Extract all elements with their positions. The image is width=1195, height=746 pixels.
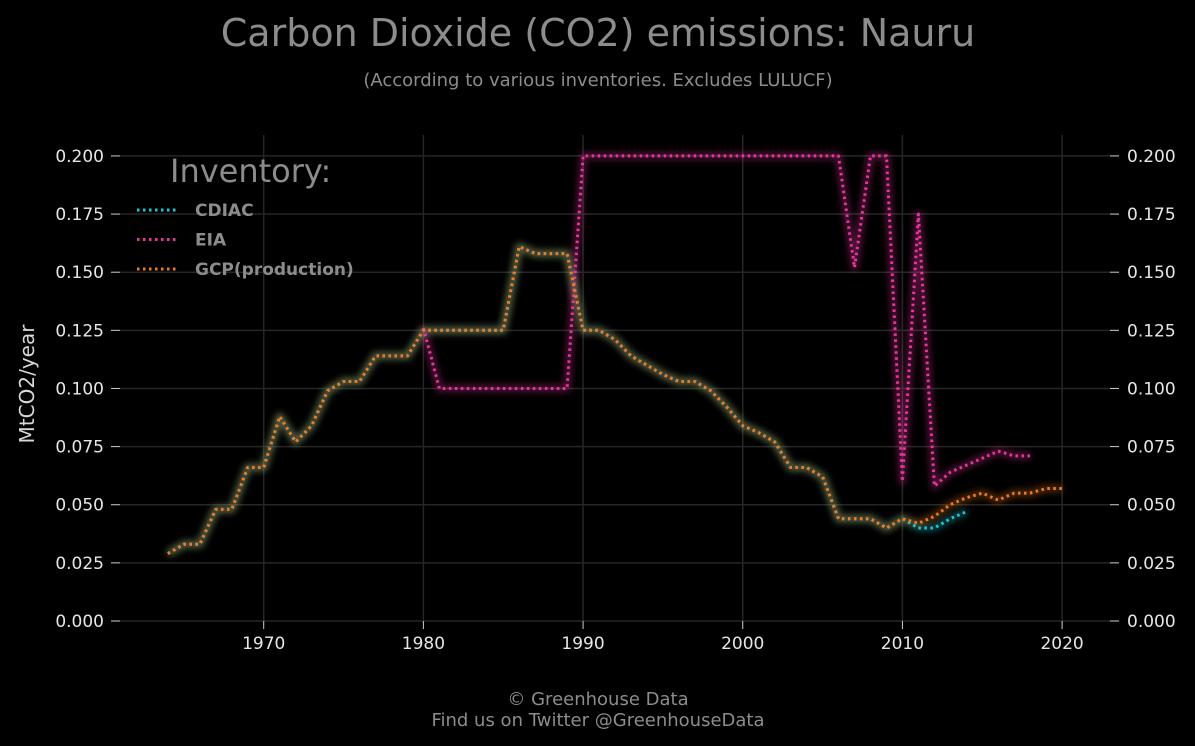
chart-title: Carbon Dioxide (CO2) emissions: Nauru (221, 11, 975, 55)
footer-twitter: Find us on Twitter @GreenhouseData (431, 710, 764, 731)
y-tick-label: 0.025 (55, 554, 104, 574)
series-glow (166, 243, 968, 557)
y-tick-label-right: 0.050 (1127, 496, 1176, 516)
x-tick-label: 2000 (721, 634, 764, 654)
footer-copyright: © Greenhouse Data (507, 689, 688, 710)
legend-label-gcp-production: GCP(production) (195, 260, 354, 280)
axes: 0.000 0.000 0.025 0.025 0.050 0.050 0.075 0.075… (55, 147, 1175, 654)
y-tick-label: 0.075 (55, 438, 104, 458)
x-tick-label: 1970 (242, 634, 285, 654)
y-tick-label-right: 0.125 (1127, 321, 1176, 341)
series-line-eia (421, 154, 1031, 488)
y-tick-label: 0.100 (55, 379, 104, 399)
x-tick-label: 1990 (561, 634, 604, 654)
y-tick-label-right: 0.200 (1127, 147, 1176, 167)
y-tick-label-right: 0.075 (1127, 438, 1176, 458)
x-tick-label: 1980 (402, 634, 445, 654)
x-tick-label: 2020 (1040, 634, 1083, 654)
grid (120, 135, 1110, 622)
series-lines (166, 152, 1063, 557)
x-tick-label: 2010 (881, 634, 924, 654)
series-glow (166, 243, 1063, 557)
y-axis-label: MtCO2/year (15, 324, 39, 444)
legend-label-eia: EIA (195, 231, 227, 251)
y-tick-label: 0.125 (55, 321, 104, 341)
y-tick-label: 0.200 (55, 147, 104, 167)
legend: Inventory: CDIAC EIA GCP(production) (137, 152, 354, 280)
y-tick-label-right: 0.000 (1127, 612, 1176, 632)
y-tick-label-right: 0.025 (1127, 554, 1176, 574)
y-tick-label-right: 0.100 (1127, 379, 1176, 399)
legend-title: Inventory: (170, 152, 331, 190)
series-glow (420, 152, 1031, 490)
legend-label-cdiac: CDIAC (195, 201, 254, 221)
y-tick-label-right: 0.150 (1127, 263, 1176, 283)
series-line-cdiac (167, 245, 967, 555)
chart-subtitle: (According to various inventories. Exclu… (363, 70, 832, 91)
y-tick-label: 0.150 (55, 263, 104, 283)
y-tick-label: 0.050 (55, 496, 104, 516)
y-tick-label-right: 0.175 (1127, 205, 1176, 225)
y-tick-label: 0.175 (55, 205, 104, 225)
y-tick-label: 0.000 (55, 612, 104, 632)
